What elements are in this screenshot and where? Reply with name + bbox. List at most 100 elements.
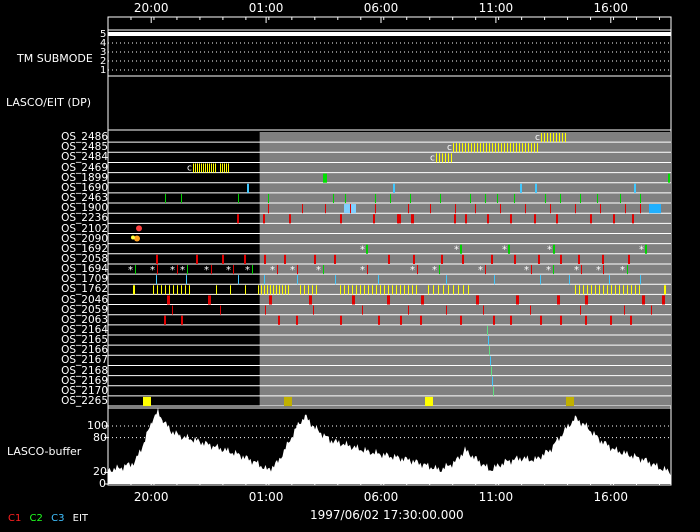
event-mark (664, 285, 666, 295)
event-mark (282, 285, 283, 295)
event-mark (428, 285, 429, 295)
event-mark (642, 295, 645, 305)
event-star: * (432, 265, 437, 276)
event-mark (615, 285, 616, 295)
event-mark (620, 193, 621, 204)
os-row-label: OS_2170 (61, 384, 108, 397)
event-mark (247, 183, 249, 193)
os-row-label: OS_2165 (61, 334, 108, 347)
event-star: * (170, 265, 175, 276)
event-mark (340, 315, 342, 325)
event-mark (547, 133, 548, 143)
event-mark (304, 285, 305, 295)
event-mark (460, 315, 462, 325)
event-mark (433, 285, 434, 295)
event-mark (334, 254, 336, 264)
event-mark (267, 285, 268, 295)
event-mark (468, 143, 469, 153)
event-mark (560, 315, 562, 325)
event-mark (628, 254, 630, 264)
os-row-label: OS_2102 (61, 222, 108, 235)
buffer-y-tick-label: 100 (87, 419, 108, 432)
event-mark (556, 133, 557, 143)
event-mark (487, 214, 489, 224)
event-mark (470, 193, 471, 204)
event-star: * (596, 265, 601, 276)
os-row-label: OS_2058 (61, 252, 108, 265)
event-c-mark: c (447, 143, 452, 153)
event-mark (634, 183, 636, 193)
event-mark (393, 183, 395, 193)
lasco-buffer-label: LASCO-buffer (7, 445, 82, 458)
event-mark (477, 143, 478, 153)
event-mark (476, 295, 479, 305)
event-mark (165, 193, 166, 204)
event-mark (607, 285, 608, 295)
event-star: * (360, 245, 365, 256)
event-mark (668, 173, 670, 183)
event-mark (375, 204, 376, 214)
event-mark (181, 193, 182, 204)
event-mark (490, 356, 491, 366)
event-mark (312, 285, 313, 295)
event-mark (208, 295, 211, 305)
event-mark (519, 143, 520, 153)
os-row-label: OS_2485 (61, 141, 108, 154)
event-mark (308, 285, 309, 295)
event-mark (230, 285, 231, 295)
event-mark (364, 285, 365, 295)
event-star: * (410, 265, 415, 276)
event-star: * (150, 265, 155, 276)
event-mark (489, 143, 490, 153)
event-mark (348, 285, 349, 295)
event-mark (209, 163, 210, 173)
event-mark (443, 285, 444, 295)
time-label-top: 06:00 (363, 1, 399, 15)
event-mark (135, 264, 136, 275)
event-mark (373, 214, 375, 224)
time-label-top: 11:00 (478, 1, 514, 15)
event-mark (276, 285, 277, 295)
event-mark (195, 163, 196, 173)
event-mark (263, 214, 265, 224)
event-mark (640, 275, 641, 285)
event-mark (187, 264, 188, 275)
event-mark (453, 143, 454, 153)
event-mark (404, 285, 405, 295)
event-mark (528, 143, 529, 153)
event-mark (500, 204, 501, 214)
event-mark (207, 163, 208, 173)
event-mark (340, 214, 342, 224)
event-mark (279, 285, 280, 295)
event-mark (216, 285, 217, 295)
event-mark (211, 163, 212, 173)
os-row-label: OS_1762 (61, 283, 108, 296)
event-mark (215, 163, 216, 173)
event-mark (453, 285, 454, 295)
event-mark (513, 143, 514, 153)
event-mark (445, 153, 446, 163)
event-mark (436, 153, 437, 163)
event-mark (352, 285, 353, 295)
os-row-label: OS_1692 (61, 242, 108, 255)
event-mark (388, 254, 390, 264)
event-mark (537, 143, 538, 153)
time-label-top: 20:00 (133, 1, 169, 15)
event-mark (376, 285, 377, 295)
event-mark (541, 133, 542, 143)
event-mark (344, 285, 345, 295)
event-mark (497, 193, 498, 204)
event-star: * (270, 265, 275, 276)
event-dot (134, 235, 140, 242)
event-mark (375, 193, 376, 204)
event-star: * (316, 265, 321, 276)
lasco-eit-label: LASCO/EIT (DP) (6, 96, 92, 109)
event-mark (201, 163, 202, 173)
event-mark (441, 254, 443, 264)
event-star: * (226, 265, 231, 276)
event-mark (493, 386, 494, 396)
event-mark (510, 214, 512, 224)
event-mark (289, 214, 291, 224)
event-star: * (524, 265, 529, 276)
